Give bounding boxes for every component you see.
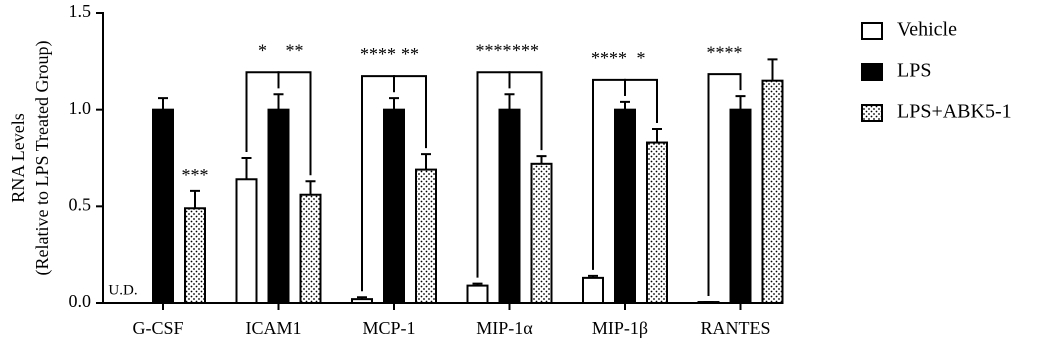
bar [530,162,553,304]
legend-label: LPS [897,60,931,82]
bar [498,108,521,304]
bar [351,298,373,304]
significance-label: **** [360,44,396,64]
significance-bracket [277,71,312,176]
legend-swatch [861,22,883,40]
error-bar [389,97,399,110]
error-bar [273,93,284,110]
error-bar [305,180,316,195]
bar [383,108,405,304]
significance-bracket [393,75,427,149]
error-bar [190,189,200,209]
bar [646,141,668,304]
significance-label: **** [591,48,627,68]
bar [614,108,636,304]
x-tick-label: MIP-1β [592,318,648,338]
x-tick-label: G-CSF [132,318,183,338]
error-bar [241,157,252,180]
error-bar [735,95,746,110]
legend-label: LPS+ABK5-1 [897,101,1012,123]
bar [235,178,258,304]
significance-bracket [707,73,742,297]
value-label: U.D. [108,282,137,298]
significance-label: ** [286,40,304,60]
significance-label: ** [401,44,419,64]
bar [729,108,752,304]
significance-label: *** [182,165,209,185]
y-axis-label: RNA Levels [8,113,28,203]
x-tick-label: MCP-1 [362,318,415,338]
error-bar [357,296,367,300]
legend-label: Vehicle [897,19,957,41]
error-bar [620,100,630,110]
y-tick-label: 0.0 [69,291,92,311]
significance-label: * [258,40,267,60]
y-tick-label: 1.0 [69,98,92,118]
y-tick-label: 0.5 [69,194,92,214]
significance-label: **** [476,40,512,60]
bar [184,207,206,304]
x-tick-label: RANTES [700,318,770,338]
error-bar [504,93,515,110]
error-bar [588,274,598,278]
error-bar [767,58,778,81]
significance-bracket [624,78,658,123]
significance-label: * [637,48,646,68]
bar [761,79,784,304]
bar [267,108,290,304]
bar [152,108,174,304]
error-bar [421,153,431,170]
significance-bracket [508,71,543,151]
bar [299,193,322,305]
y-axis-label: (Relative to LPS Treated Group) [32,41,53,276]
legend-swatch [861,63,883,81]
significance-label: *** [512,40,539,60]
error-bar [472,282,483,286]
error-bar [536,155,547,164]
bar [466,284,489,305]
x-tick-label: MIP-1α [476,318,533,338]
bar [582,276,604,305]
x-tick-label: ICAM1 [245,318,301,338]
legend-swatch [861,104,883,122]
error-bar [158,97,168,110]
y-tick-label: 1.5 [69,1,92,21]
significance-label: **** [707,42,743,62]
error-bar [652,128,662,143]
bar [415,168,437,304]
